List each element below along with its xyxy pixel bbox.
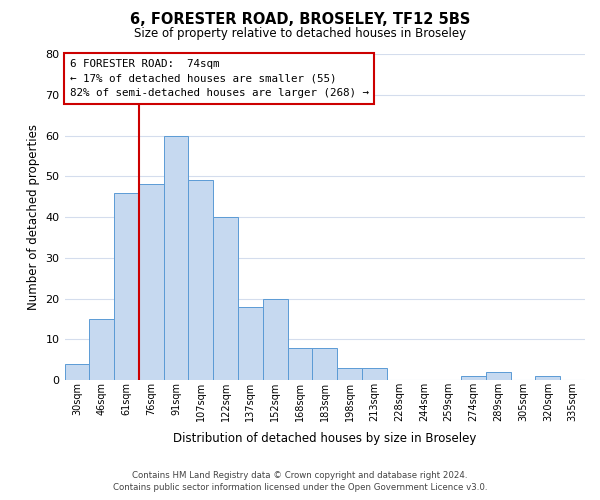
Bar [287,348,313,380]
Text: 6, FORESTER ROAD, BROSELEY, TF12 5BS: 6, FORESTER ROAD, BROSELEY, TF12 5BS [130,12,470,28]
Bar [164,136,188,380]
Bar [461,376,486,380]
Bar [65,364,89,380]
Bar [139,184,164,380]
Text: 6 FORESTER ROAD:  74sqm
← 17% of detached houses are smaller (55)
82% of semi-de: 6 FORESTER ROAD: 74sqm ← 17% of detached… [70,59,369,98]
Y-axis label: Number of detached properties: Number of detached properties [27,124,40,310]
Bar [362,368,387,380]
Bar [313,348,337,380]
Text: Size of property relative to detached houses in Broseley: Size of property relative to detached ho… [134,28,466,40]
Bar [89,319,114,380]
Bar [535,376,560,380]
Bar [238,306,263,380]
X-axis label: Distribution of detached houses by size in Broseley: Distribution of detached houses by size … [173,432,476,445]
Bar [263,298,287,380]
Bar [114,192,139,380]
Bar [188,180,213,380]
Text: Contains HM Land Registry data © Crown copyright and database right 2024.
Contai: Contains HM Land Registry data © Crown c… [113,471,487,492]
Bar [213,217,238,380]
Bar [486,372,511,380]
Bar [337,368,362,380]
